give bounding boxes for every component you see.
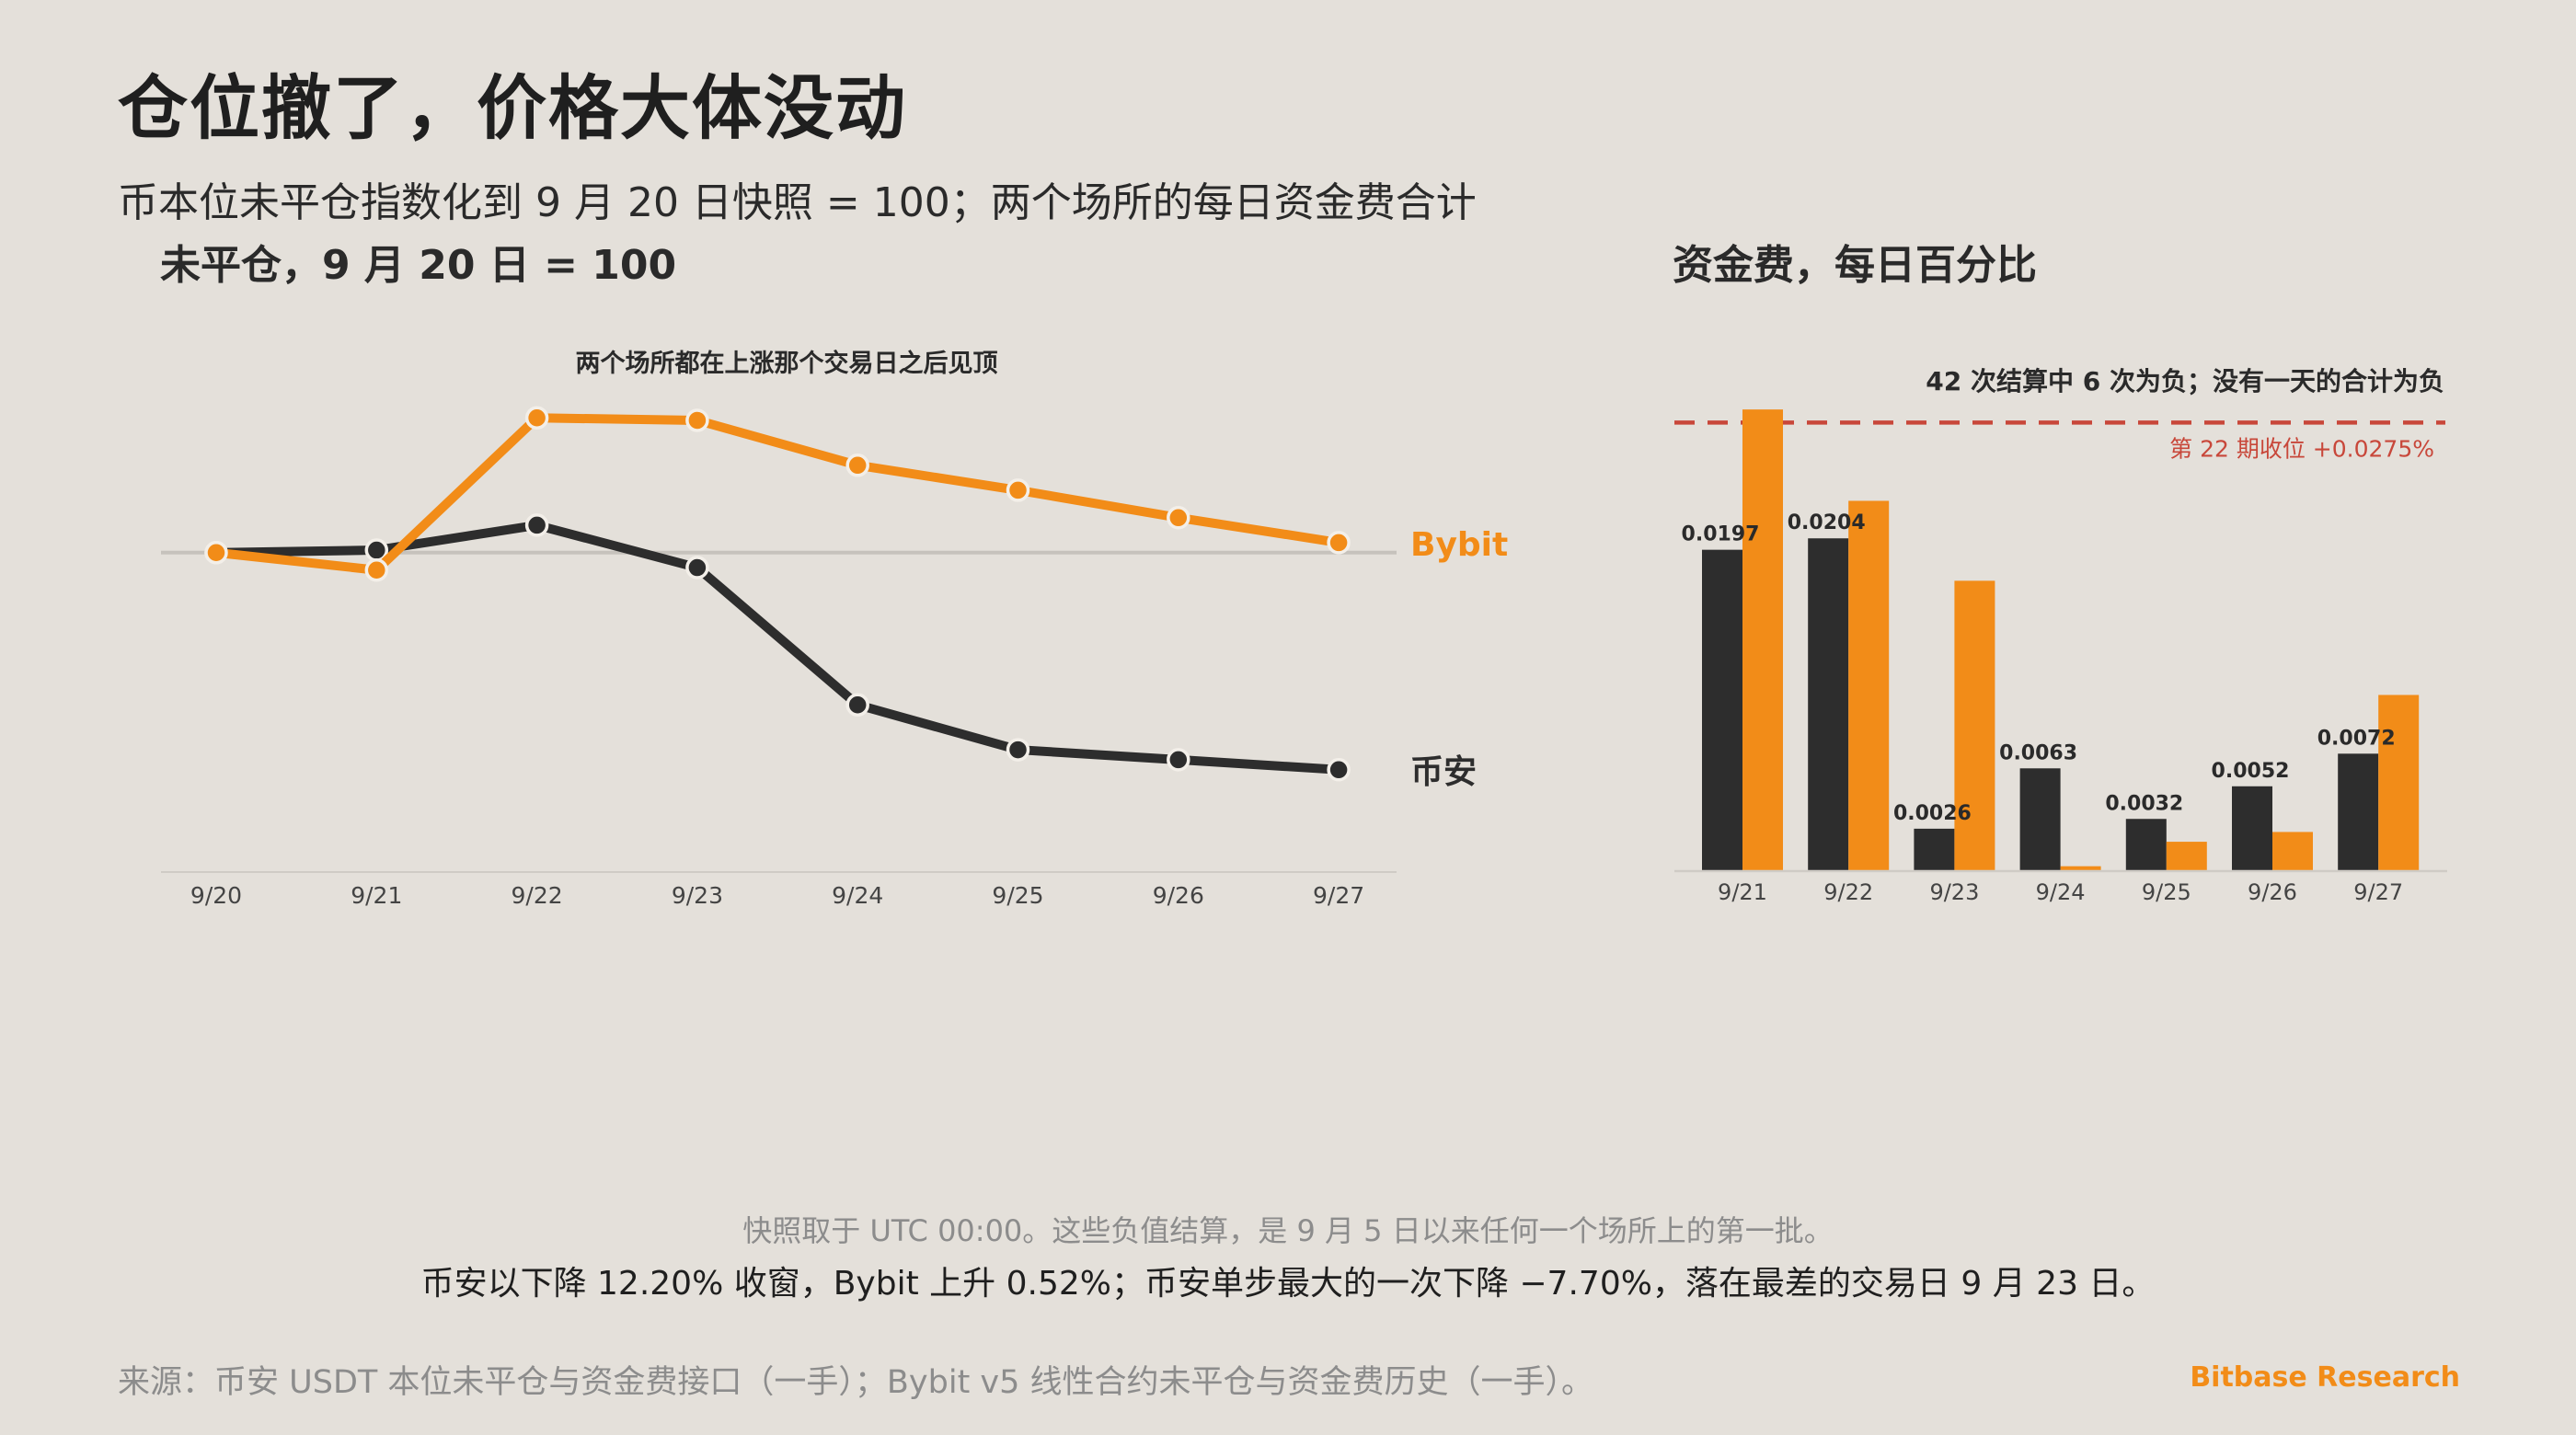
series-line-bybit <box>212 413 1344 575</box>
bar-binance <box>1808 538 1849 871</box>
bar-bybit <box>1954 580 1995 871</box>
bar-value-label: 0.0072 <box>2317 727 2396 750</box>
data-point-binance <box>1327 758 1351 782</box>
bar-binance <box>1702 549 1742 871</box>
data-point-bybit <box>524 406 549 430</box>
x-tick-label: 9/21 <box>351 882 402 909</box>
x-tick-label: 9/22 <box>512 882 563 909</box>
bar-value-label: 0.0197 <box>1682 523 1760 546</box>
bar-bybit <box>2166 842 2207 871</box>
data-point-bybit <box>1327 531 1351 555</box>
data-point-bybit <box>685 408 709 432</box>
data-point-bybit <box>1167 506 1190 530</box>
bar-value-label: 0.0204 <box>1788 511 1866 534</box>
bar-binance <box>2019 768 2061 871</box>
x-tick-label: 9/24 <box>832 882 883 909</box>
x-tick-label: 9/24 <box>2036 879 2086 905</box>
data-point-bybit <box>204 541 228 565</box>
x-tick-label: 9/23 <box>672 882 723 909</box>
data-point-binance <box>1167 748 1190 772</box>
source-note: 来源：币安 USDT 本位未平仓与资金费接口（一手）；Bybit v5 线性合约… <box>118 1364 1594 1401</box>
page-subtitle: 币本位未平仓指数化到 9 月 20 日快照 = 100；两个场所的每日资金费合计 <box>118 179 1477 226</box>
brand-logo-text: Bitbase Research <box>2190 1361 2460 1394</box>
peak-annotation: 两个场所都在上涨那个交易日之后见顶 <box>576 349 998 378</box>
x-tick-label: 9/27 <box>1313 882 1364 909</box>
data-point-bybit <box>845 453 869 477</box>
x-tick-label: 9/26 <box>1153 882 1204 909</box>
data-point-binance <box>1006 738 1030 762</box>
bar-bybit <box>1742 409 1783 871</box>
bar-bybit <box>1848 500 1890 871</box>
bar-bybit <box>2060 866 2101 871</box>
x-tick-label: 9/25 <box>992 882 1043 909</box>
bar-value-label: 0.0026 <box>1893 802 1972 825</box>
data-point-binance <box>685 556 709 580</box>
x-tick-label: 9/22 <box>1823 879 1873 905</box>
bar-value-label: 0.0052 <box>2212 760 2290 783</box>
series-label-bybit: Bybit <box>1410 526 1508 564</box>
x-tick-label: 9/21 <box>1718 879 1767 905</box>
series-label-binance: 币安 <box>1410 753 1477 791</box>
x-tick-label: 9/25 <box>2142 879 2191 905</box>
open-interest-chart-title: 未平仓，9 月 20 日 = 100 <box>160 242 677 289</box>
x-tick-label: 9/23 <box>1929 879 1979 905</box>
bar-binance <box>2125 819 2167 871</box>
footnote-summary: 币安以下降 12.20% 收窗，Bybit 上升 0.52%；币安单步最大的一次… <box>420 1265 2156 1303</box>
data-point-binance <box>524 513 549 537</box>
open-interest-line-chart: 两个场所都在上涨那个交易日之后见顶 9/20 9/21 9/22 9/23 9/24 9/2… <box>161 349 1508 909</box>
bar-bybit <box>2272 832 2313 871</box>
bar-binance <box>1914 828 1955 871</box>
threshold-label: 第 22 期收位 +0.0275% <box>2169 435 2434 462</box>
bar-binance <box>2232 786 2272 871</box>
bar-bybit <box>2378 695 2420 871</box>
page-title: 仓位撤了，价格大体没动 <box>118 67 907 149</box>
x-tick-label: 9/27 <box>2353 879 2403 905</box>
bar-value-label: 0.0063 <box>1999 741 2077 764</box>
data-point-bybit <box>364 557 389 582</box>
footnote-snapshot: 快照取于 UTC 00:00。这些负值结算，是 9 月 5 日以来任何一个场所上… <box>742 1213 1834 1248</box>
bar-value-label: 0.0032 <box>2105 792 2183 815</box>
x-tick-label: 9/26 <box>2248 879 2297 905</box>
x-tick-label: 9/20 <box>190 882 242 909</box>
funding-annotation: 42 次结算中 6 次为负；没有一天的合计为负 <box>1926 366 2444 396</box>
data-point-bybit <box>1006 478 1030 502</box>
bar-binance <box>2338 753 2379 871</box>
funding-chart-title: 资金费，每日百分比 <box>1673 242 2037 289</box>
data-point-binance <box>845 693 869 717</box>
